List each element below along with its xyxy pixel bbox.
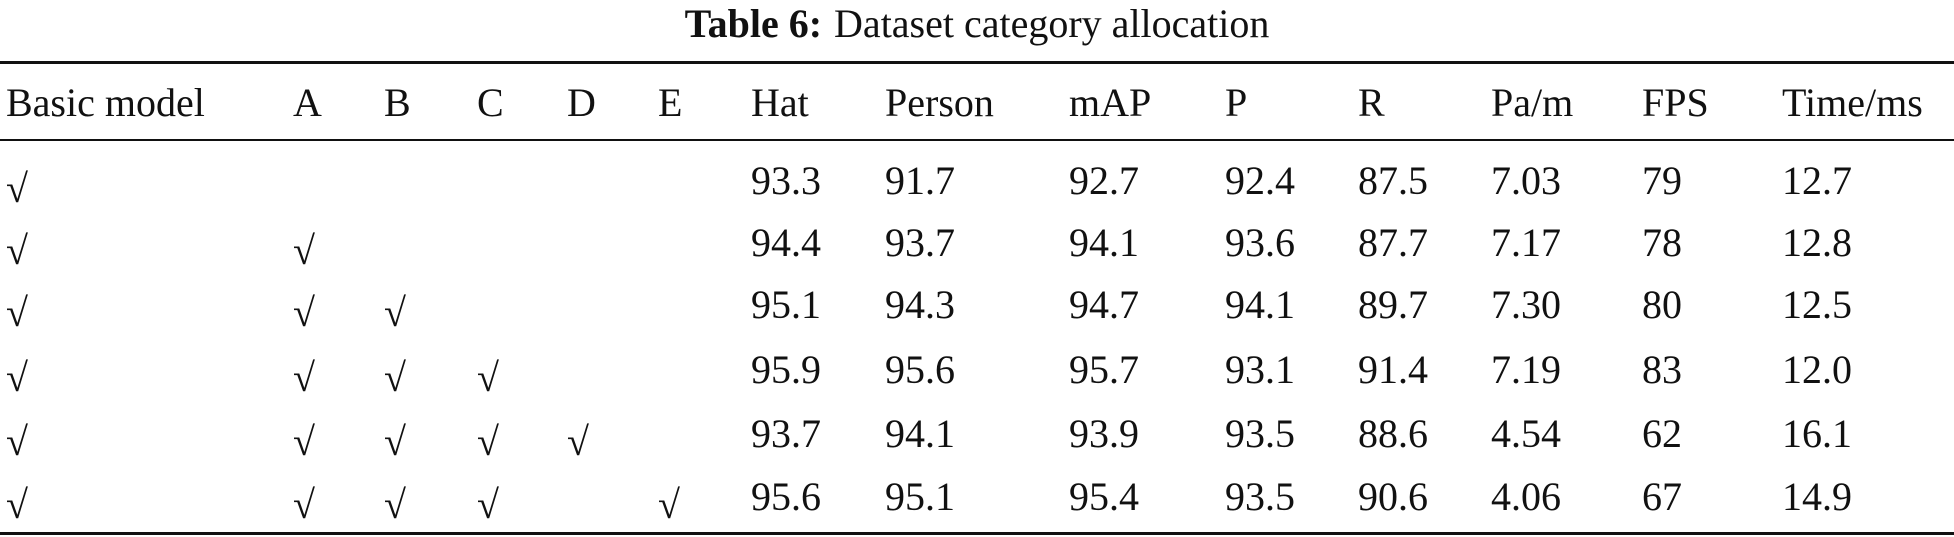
data-cell: 95.9 bbox=[751, 347, 821, 392]
check-cell: √ bbox=[293, 482, 315, 527]
data-cell: 67 bbox=[1642, 474, 1682, 519]
check-cell: √ bbox=[6, 355, 28, 400]
data-cell: 7.03 bbox=[1491, 158, 1561, 203]
check-cell: √ bbox=[384, 355, 406, 400]
table-caption: Table 6: Dataset category allocation bbox=[0, 2, 1954, 46]
data-cell: 94.7 bbox=[1069, 282, 1139, 327]
data-cell: 93.6 bbox=[1225, 220, 1295, 265]
check-cell: √ bbox=[293, 419, 315, 464]
caption-label: Table 6: bbox=[684, 1, 823, 46]
data-cell: 87.7 bbox=[1358, 220, 1428, 265]
data-cell: 90.6 bbox=[1358, 474, 1428, 519]
data-cell: 94.3 bbox=[885, 282, 955, 327]
data-cell: 16.1 bbox=[1782, 411, 1852, 456]
check-cell: √ bbox=[6, 290, 28, 335]
data-cell: 62 bbox=[1642, 411, 1682, 456]
check-cell: √ bbox=[6, 482, 28, 527]
check-cell: √ bbox=[658, 482, 680, 527]
header-cell: P bbox=[1225, 80, 1248, 125]
header-cell: D bbox=[567, 80, 596, 125]
check-cell: √ bbox=[6, 166, 28, 211]
data-cell: 91.4 bbox=[1358, 347, 1428, 392]
header-cell: E bbox=[658, 80, 683, 125]
bottom-rule bbox=[0, 532, 1954, 535]
data-cell: 93.3 bbox=[751, 158, 821, 203]
data-cell: 92.7 bbox=[1069, 158, 1139, 203]
header-cell: B bbox=[384, 80, 411, 125]
data-cell: 12.5 bbox=[1782, 282, 1852, 327]
data-cell: 93.5 bbox=[1225, 411, 1295, 456]
data-cell: 4.54 bbox=[1491, 411, 1561, 456]
data-cell: 95.7 bbox=[1069, 347, 1139, 392]
caption-text: Dataset category allocation bbox=[834, 1, 1270, 46]
header-cell: C bbox=[477, 80, 504, 125]
data-cell: 7.30 bbox=[1491, 282, 1561, 327]
data-cell: 95.4 bbox=[1069, 474, 1139, 519]
data-cell: 95.1 bbox=[885, 474, 955, 519]
data-cell: 4.06 bbox=[1491, 474, 1561, 519]
check-cell: √ bbox=[477, 482, 499, 527]
data-cell: 89.7 bbox=[1358, 282, 1428, 327]
header-cell: Hat bbox=[751, 80, 809, 125]
check-cell: √ bbox=[293, 228, 315, 273]
data-cell: 92.4 bbox=[1225, 158, 1295, 203]
check-cell: √ bbox=[293, 355, 315, 400]
data-cell: 7.17 bbox=[1491, 220, 1561, 265]
data-cell: 93.1 bbox=[1225, 347, 1295, 392]
data-cell: 78 bbox=[1642, 220, 1682, 265]
check-cell: √ bbox=[6, 419, 28, 464]
data-cell: 80 bbox=[1642, 282, 1682, 327]
header-cell: Person bbox=[885, 80, 994, 125]
data-cell: 94.4 bbox=[751, 220, 821, 265]
data-cell: 12.0 bbox=[1782, 347, 1852, 392]
data-cell: 94.1 bbox=[1069, 220, 1139, 265]
data-cell: 12.7 bbox=[1782, 158, 1852, 203]
header-cell: FPS bbox=[1642, 80, 1709, 125]
data-cell: 91.7 bbox=[885, 158, 955, 203]
data-cell: 88.6 bbox=[1358, 411, 1428, 456]
data-cell: 14.9 bbox=[1782, 474, 1852, 519]
data-cell: 95.6 bbox=[885, 347, 955, 392]
check-cell: √ bbox=[477, 419, 499, 464]
data-cell: 12.8 bbox=[1782, 220, 1852, 265]
check-cell: √ bbox=[477, 355, 499, 400]
data-cell: 87.5 bbox=[1358, 158, 1428, 203]
data-cell: 94.1 bbox=[1225, 282, 1295, 327]
check-cell: √ bbox=[293, 290, 315, 335]
data-cell: 93.5 bbox=[1225, 474, 1295, 519]
check-cell: √ bbox=[6, 228, 28, 273]
check-cell: √ bbox=[384, 482, 406, 527]
header-cell: Time/ms bbox=[1782, 80, 1923, 125]
header-cell: mAP bbox=[1069, 80, 1152, 125]
data-cell: 83 bbox=[1642, 347, 1682, 392]
check-cell: √ bbox=[384, 419, 406, 464]
header-cell: A bbox=[293, 80, 322, 125]
data-cell: 95.6 bbox=[751, 474, 821, 519]
top-rule bbox=[0, 61, 1954, 64]
header-cell: R bbox=[1358, 80, 1385, 125]
header-cell: Basic model bbox=[6, 80, 205, 125]
data-cell: 93.9 bbox=[1069, 411, 1139, 456]
header-cell: Pa/m bbox=[1491, 80, 1574, 125]
data-cell: 95.1 bbox=[751, 282, 821, 327]
data-cell: 7.19 bbox=[1491, 347, 1561, 392]
data-cell: 93.7 bbox=[885, 220, 955, 265]
data-cell: 94.1 bbox=[885, 411, 955, 456]
check-cell: √ bbox=[384, 290, 406, 335]
data-cell: 93.7 bbox=[751, 411, 821, 456]
data-cell: 79 bbox=[1642, 158, 1682, 203]
header-rule bbox=[0, 139, 1954, 141]
check-cell: √ bbox=[567, 419, 589, 464]
